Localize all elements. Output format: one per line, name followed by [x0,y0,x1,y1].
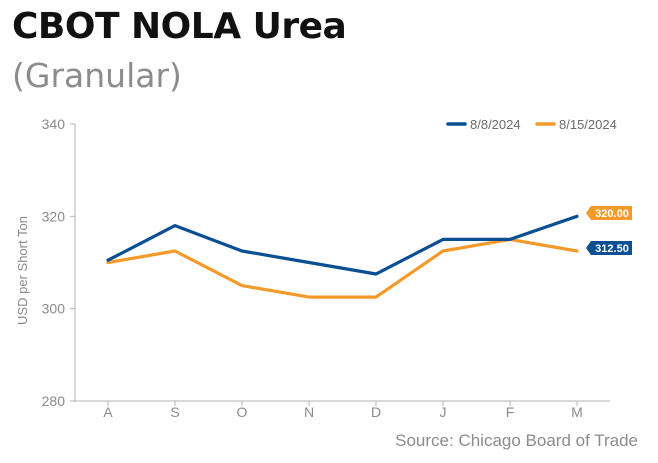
end-label-tag-2 [586,241,632,255]
x-tick-label: F [506,404,515,420]
end-label-value-2: 312.50 [595,243,629,255]
legend-label-2: 8/15/2024 [559,117,617,132]
legend-label-1: 8/8/2024 [470,117,521,132]
x-tick-label: N [304,404,314,420]
y-tick-label: 320 [42,208,66,224]
x-tick-label: A [103,404,113,420]
y-axis: 280 300 320 340 USD per Short Ton [15,116,76,409]
x-tick-label: S [170,404,179,420]
y-tick-label: 340 [42,116,66,132]
end-label-tag-1 [586,206,632,220]
end-labels: 320.00 312.50 [586,206,632,255]
series-line-1 [106,214,579,276]
y-tick-label: 280 [42,393,66,409]
y-tick-label: 300 [42,301,66,317]
end-label-value-1: 320.00 [595,208,629,220]
series-lines [106,214,579,299]
series-line-2 [106,237,579,299]
x-tick-label: J [440,404,447,420]
chart-title: CBOT NOLA Urea [12,6,347,47]
legend: 8/8/2024 8/15/2024 [446,117,617,132]
x-tick-label: M [571,404,583,420]
x-tick-label: D [371,404,381,420]
chart-subtitle: (Granular) [12,56,182,95]
source-note: Source: Chicago Board of Trade [395,431,638,450]
x-tick-label: O [237,404,248,420]
y-axis-label: USD per Short Ton [15,216,30,325]
